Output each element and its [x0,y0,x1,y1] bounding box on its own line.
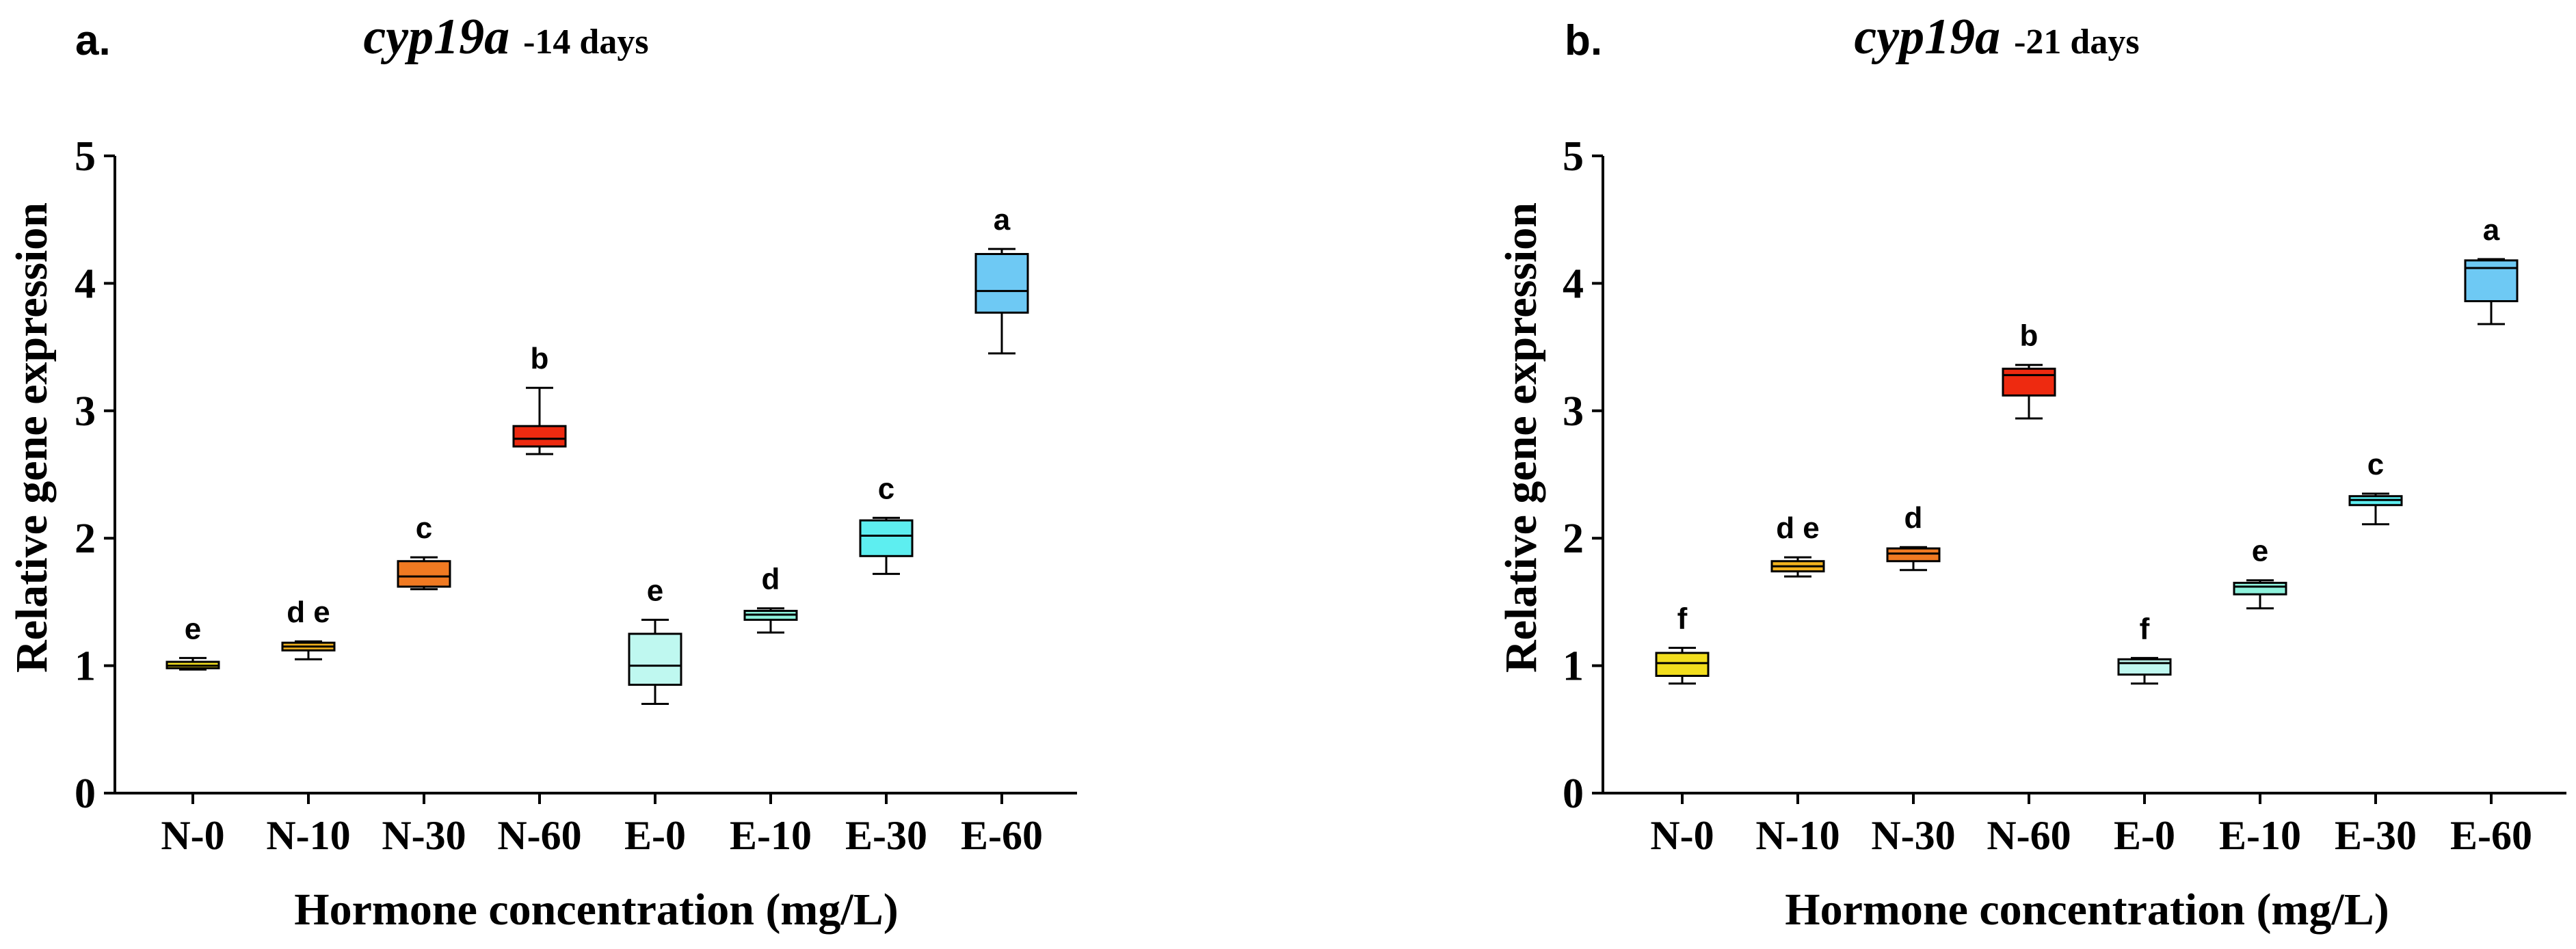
panel-b: b. cyp19a -21 days Relative gene expressi… [1496,9,2566,935]
significance-label: e [647,574,663,607]
significance-label: a [2483,213,2500,247]
significance-label: d e [287,596,330,629]
box-N-30: d [1886,501,1941,572]
significance-label: f [1677,602,1688,636]
significance-label: c [416,511,432,545]
x-tick-label: E-0 [2114,813,2175,858]
significance-label: c [2367,448,2384,481]
x-tick-label: E-10 [2219,813,2301,858]
box-E-30: c [2348,448,2403,526]
significance-label: b [531,342,549,375]
box-body [859,519,914,557]
x-tick-label: E-10 [730,813,812,858]
y-tick-label: 3 [75,388,96,435]
significance-label: d [1904,501,1923,535]
panel-a-x-axis-label: Hormone concentration (mg/L) [294,885,899,935]
box-N-30: c [397,511,451,591]
significance-label: b [2020,319,2039,353]
panel-a-letter: a. [75,17,111,64]
box-N-10: d e [1770,511,1825,578]
panel-a: a. cyp19a -14 days Relative gene expressi… [7,9,1077,935]
box-E-10: e [2233,535,2287,610]
x-tick-label: E-60 [2450,813,2532,858]
x-tick-label: N-10 [1755,813,1840,858]
box-N-0: f [1655,602,1710,685]
y-tick-label: 0 [75,771,96,817]
y-tick-label: 2 [75,516,96,562]
box-body [2233,581,2287,596]
y-tick-label: 5 [1563,133,1584,180]
box-N-10: d e [281,596,336,660]
box-E-10: d [743,563,798,634]
x-tick-label: E-30 [2335,813,2417,858]
x-tick-label: N-30 [1871,813,1955,858]
significance-label: e [185,612,201,645]
box-N-0: e [165,612,220,671]
x-tick-label: N-60 [1987,813,2071,858]
y-tick-label: 5 [75,133,96,180]
box-N-60: b [2002,319,2056,420]
box-body [1886,547,1941,563]
significance-label: d [762,563,780,596]
box-body [397,560,451,588]
y-tick-label: 0 [1563,771,1584,817]
box-body [628,632,682,686]
box-E-0: f [2117,612,2172,685]
significance-label: e [2252,535,2268,568]
y-tick-label: 4 [1563,260,1584,307]
panel-b-x-axis-label: Hormone concentration (mg/L) [1785,885,2389,935]
y-tick-label: 4 [75,260,96,307]
panel-a-plot-area: 0 1 2 3 4 5 N-0 N-10 N-30 N-60 E-0 E-10 E-30 E-60 e d e… [75,133,1077,858]
x-tick-label: N-0 [161,813,224,858]
panel-b-title: cyp19a -21 days [1854,9,2139,65]
panel-b-letter: b. [1565,17,1602,64]
box-E-30: c [859,472,914,575]
box-E-60: a [974,203,1029,355]
panel-a-y-axis-label: Relative gene expression [7,202,57,673]
box-body [2002,367,2056,397]
significance-label: c [878,472,894,505]
box-body [974,253,1029,314]
y-tick-label: 1 [1563,643,1584,690]
y-tick-label: 2 [1563,516,1584,562]
panel-b-y-axis-label: Relative gene expression [1496,202,1546,673]
x-tick-label: E-30 [845,813,927,858]
x-tick-label: N-30 [382,813,466,858]
box-body [2117,658,2172,676]
significance-label: d e [1776,511,1820,545]
x-tick-label: N-0 [1650,813,1714,858]
panel-b-plot-area: 0 1 2 3 4 5 N-0 N-10 N-30 N-60 E-0 E-10 E-30 E-60 f d e… [1563,133,2566,858]
significance-label: f [2140,612,2150,645]
x-tick-label: N-10 [266,813,350,858]
box-body [1655,652,1710,678]
x-tick-label: N-60 [497,813,581,858]
panel-a-title: cyp19a -14 days [363,9,648,65]
x-tick-label: E-60 [961,813,1043,858]
y-tick-label: 3 [1563,388,1584,435]
box-E-0: e [628,574,682,706]
x-tick-label: E-0 [624,813,686,858]
box-N-60: b [512,342,567,455]
significance-label: a [994,203,1011,237]
y-tick-label: 1 [75,643,96,690]
box-E-60: a [2464,213,2519,325]
box-body [2464,259,2519,302]
box-body [512,425,567,448]
